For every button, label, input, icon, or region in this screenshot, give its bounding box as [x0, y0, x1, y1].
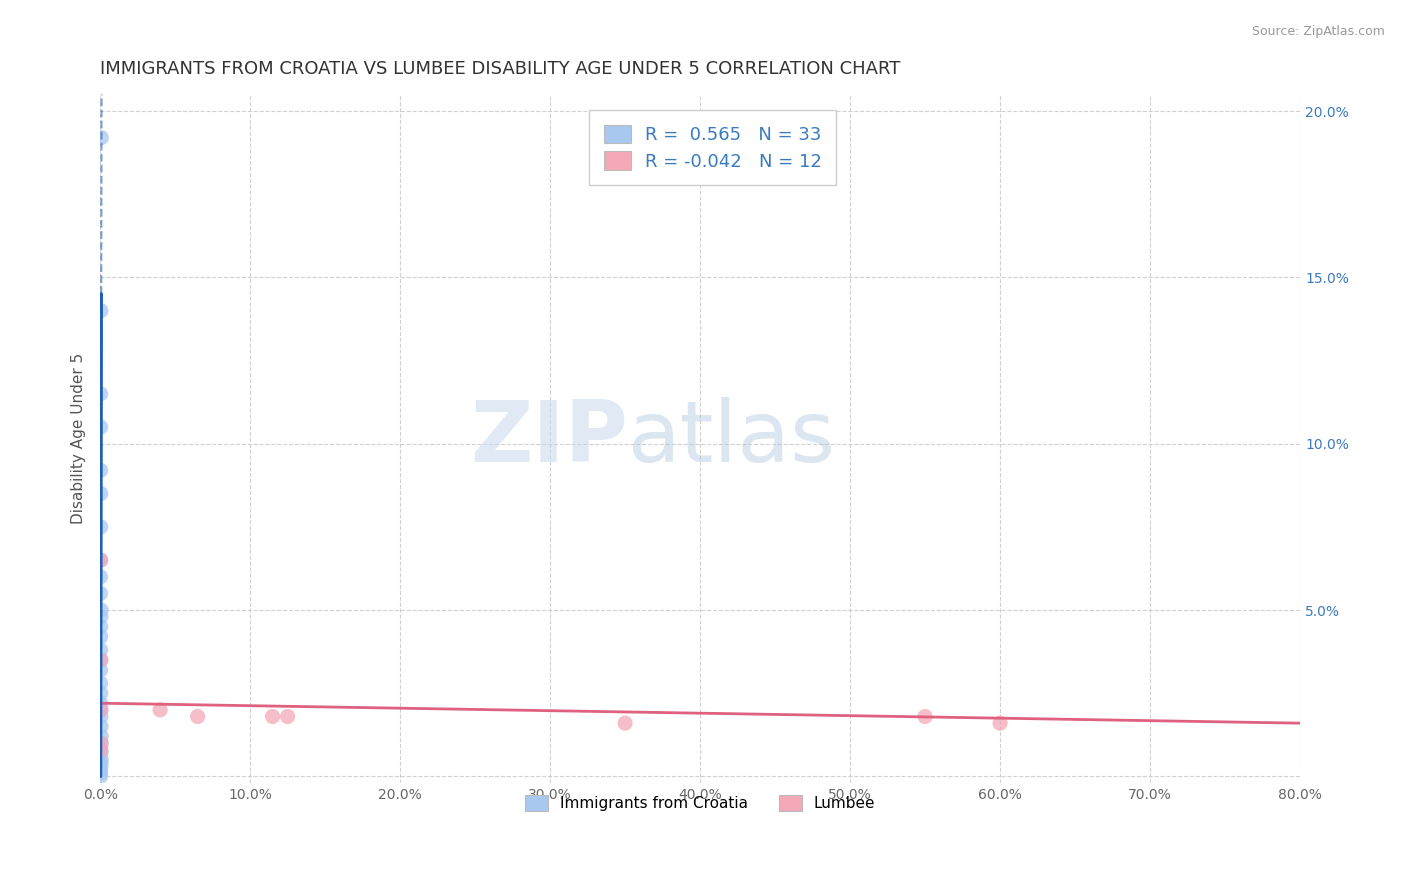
Point	[90, 520, 112, 534]
Point	[149, 703, 172, 717]
Text: atlas: atlas	[628, 397, 837, 480]
Point	[90, 620, 112, 634]
Point	[90, 719, 112, 733]
Point	[988, 716, 1011, 731]
Point	[90, 130, 112, 145]
Point	[90, 420, 112, 434]
Point	[90, 753, 112, 767]
Y-axis label: Disability Age Under 5: Disability Age Under 5	[72, 353, 86, 524]
Point	[262, 709, 284, 723]
Point	[90, 730, 112, 744]
Point	[90, 736, 112, 750]
Point	[90, 736, 112, 750]
Point	[90, 766, 112, 780]
Point	[90, 643, 112, 657]
Point	[90, 653, 112, 667]
Point	[914, 709, 936, 723]
Point	[90, 756, 112, 770]
Point	[90, 746, 112, 760]
Point	[90, 486, 112, 500]
Point	[90, 387, 112, 401]
Point	[90, 630, 112, 644]
Point	[90, 759, 112, 773]
Point	[277, 709, 299, 723]
Point	[90, 686, 112, 700]
Point	[90, 676, 112, 690]
Point	[90, 703, 112, 717]
Point	[90, 696, 112, 710]
Point	[90, 303, 112, 318]
Point	[90, 743, 112, 757]
Point	[90, 663, 112, 677]
Point	[90, 463, 112, 477]
Point	[187, 709, 209, 723]
Point	[90, 609, 112, 624]
Point	[90, 703, 112, 717]
Point	[90, 743, 112, 757]
Text: IMMIGRANTS FROM CROATIA VS LUMBEE DISABILITY AGE UNDER 5 CORRELATION CHART: IMMIGRANTS FROM CROATIA VS LUMBEE DISABI…	[100, 60, 900, 78]
Point	[90, 553, 112, 567]
Point	[89, 586, 111, 600]
Point	[90, 653, 112, 667]
Point	[614, 716, 637, 731]
Point	[90, 553, 112, 567]
Point	[90, 763, 112, 777]
Point	[90, 603, 112, 617]
Point	[90, 709, 112, 723]
Point	[90, 769, 112, 783]
Legend: Immigrants from Croatia, Lumbee: Immigrants from Croatia, Lumbee	[513, 783, 887, 823]
Text: ZIP: ZIP	[471, 397, 628, 480]
Point	[89, 570, 111, 584]
Text: Source: ZipAtlas.com: Source: ZipAtlas.com	[1251, 25, 1385, 38]
